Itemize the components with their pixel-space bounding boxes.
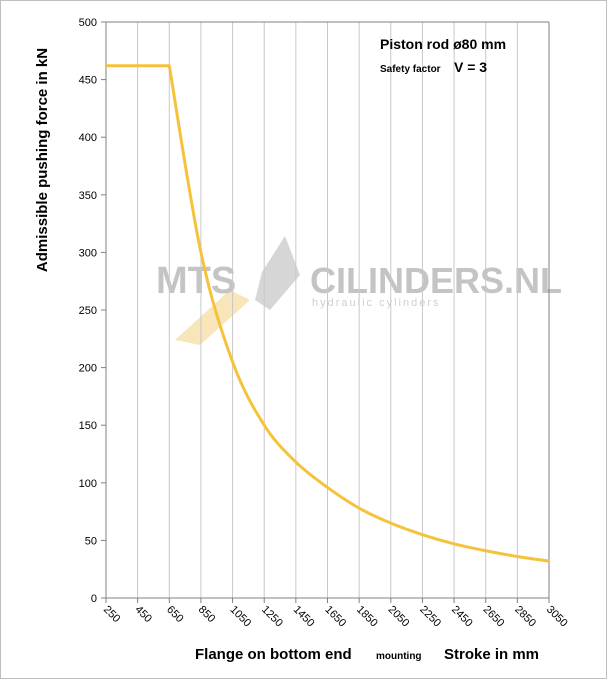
x-tick-label: 3050 <box>544 604 570 630</box>
y-axis-title: Admissible pushing force in kN <box>34 48 51 272</box>
y-tick-labels: 0 50 100 150 200 250 300 350 400 450 500 <box>79 17 106 605</box>
x-tick-label: 2250 <box>417 604 443 630</box>
y-tick-label: 400 <box>79 132 97 144</box>
watermark-left: MTS <box>156 260 236 302</box>
y-tick-label: 500 <box>79 17 97 29</box>
x-tick-label: 2450 <box>449 604 475 630</box>
watermark: MTS CILINDERS.NL hydraulic cylinders <box>156 236 562 345</box>
y-tick-label: 450 <box>79 75 97 87</box>
x-tick-label: 850 <box>196 604 217 625</box>
watermark-swoosh-grey <box>255 236 300 310</box>
x-tick-label: 250 <box>101 604 122 625</box>
y-tick-label: 200 <box>79 363 97 375</box>
series <box>105 64 550 563</box>
x-tick-label: 650 <box>164 604 185 625</box>
x-tick-labels: 250 450 650 850 1050 1250 1450 1650 1850 2050 2250… <box>101 598 570 629</box>
y-tick-label: 100 <box>79 478 97 490</box>
x-tick-label: 1650 <box>322 604 348 630</box>
y-tick-label: 250 <box>79 305 97 317</box>
y-tick-label: 300 <box>79 247 97 259</box>
y-tick-label: 350 <box>79 190 97 202</box>
annotation-safety-value: V = 3 <box>454 59 487 75</box>
x-axis-title-stroke: Stroke in mm <box>444 646 539 663</box>
x-tick-label: 2050 <box>386 604 412 630</box>
y-tick-label: 150 <box>79 420 97 432</box>
x-tick-label: 1450 <box>291 604 317 630</box>
x-tick-label: 2650 <box>481 604 507 630</box>
x-tick-label: 450 <box>133 604 154 625</box>
watermark-sub: hydraulic cylinders <box>312 297 440 309</box>
watermark-right: CILINDERS.NL <box>310 260 562 301</box>
y-tick-label: 50 <box>85 535 97 547</box>
x-tick-label: 1850 <box>354 604 380 630</box>
watermark-swoosh-yellow <box>175 290 250 345</box>
series-line <box>106 64 550 563</box>
x-tick-label: 2850 <box>512 604 538 630</box>
x-axis-title-small: mounting <box>376 651 422 662</box>
x-tick-label: 1250 <box>259 604 285 630</box>
annotation-safety-factor: Safety factor <box>380 64 441 75</box>
x-tick-label: 1050 <box>227 604 253 630</box>
grid <box>137 22 518 598</box>
y-tick-label: 0 <box>91 593 97 605</box>
x-axis-title: Flange on bottom end <box>195 646 352 663</box>
annotation-piston-rod: Piston rod ø80 mm <box>380 36 506 52</box>
